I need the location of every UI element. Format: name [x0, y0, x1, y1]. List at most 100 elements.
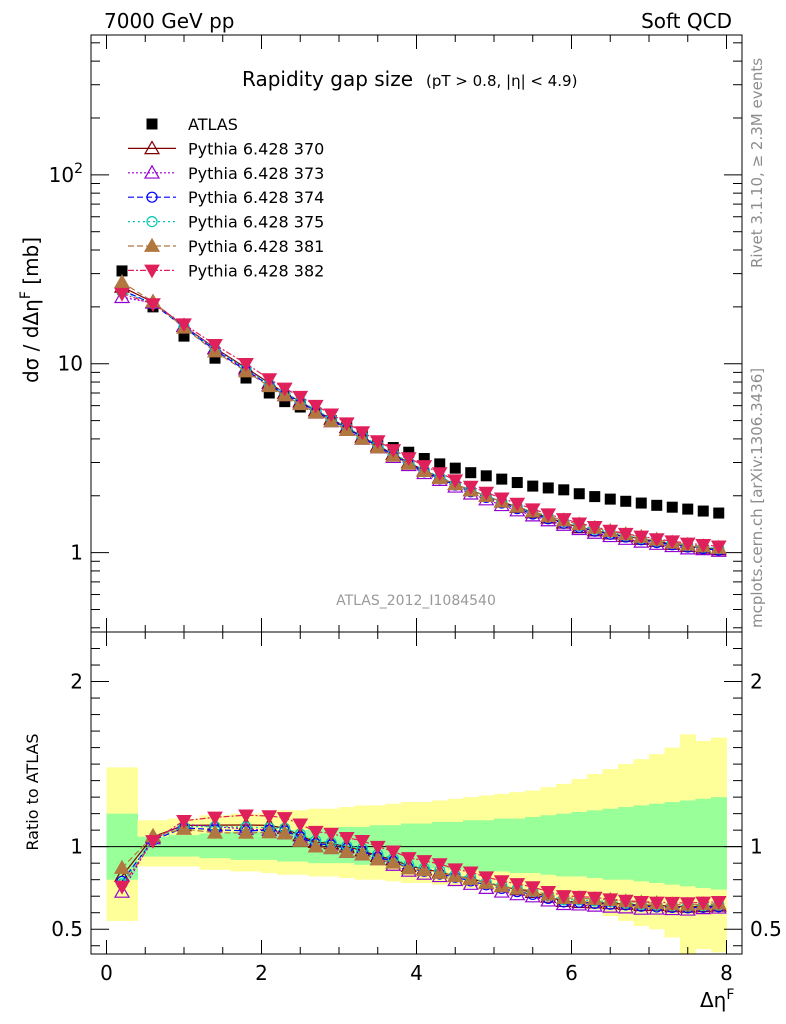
ratio-data-point	[292, 818, 309, 833]
ratio-series-6	[114, 809, 727, 912]
ratio-series-line	[121, 823, 719, 911]
legend-label: Pythia 6.428 370	[188, 139, 324, 158]
data-point	[261, 373, 278, 388]
ratio-data-point	[462, 866, 479, 881]
data-point	[447, 474, 464, 489]
data-point	[462, 480, 479, 495]
x-tick-label: 6	[565, 961, 578, 985]
data-point	[697, 505, 709, 517]
data-point	[400, 452, 417, 466]
ratio-data-point	[238, 809, 254, 824]
series-line	[121, 296, 719, 552]
main-y-tick-label: 102	[49, 161, 83, 187]
ratio-data-point	[400, 860, 417, 875]
series-5	[113, 274, 727, 554]
data-point	[209, 352, 221, 364]
legend-marker	[146, 191, 158, 203]
data-point	[713, 507, 725, 519]
series-line	[121, 291, 719, 550]
band-green	[168, 835, 200, 857]
ratio-data-point	[114, 880, 130, 895]
series-0	[116, 265, 725, 519]
ratio-data-point	[338, 831, 355, 846]
ratio-data-point	[276, 825, 293, 840]
data-point	[263, 387, 275, 399]
data-point	[338, 417, 355, 432]
band-green	[633, 805, 650, 882]
data-point	[633, 530, 650, 545]
data-point	[369, 435, 386, 449]
ratio-data-point	[237, 824, 255, 839]
legend-label: Pythia 6.428 381	[188, 237, 324, 256]
series-3	[116, 284, 725, 556]
ratio-data-point	[602, 893, 619, 908]
ratio-tick-labels: 0.5 0.5 1 1 2 2 0 2 4 6 8	[51, 670, 782, 985]
data-point	[279, 396, 291, 408]
legend-marker	[143, 140, 161, 155]
legend-entry: Pythia 6.428 374	[128, 188, 324, 207]
series-1	[113, 278, 727, 556]
ratio-data-point	[323, 827, 340, 842]
data-point	[496, 473, 508, 485]
data-point	[648, 533, 665, 548]
mcplots-label: mcplots.cern.ch [arXiv:1306.3436]	[748, 368, 766, 628]
header-right: Soft QCD	[641, 9, 732, 33]
ratio-data-point	[276, 812, 293, 826]
data-point	[238, 357, 254, 372]
x-axis-label: ΔηF	[700, 987, 734, 1012]
x-axis-label-base: Δη	[700, 988, 726, 1012]
data-point	[527, 480, 539, 492]
main-y-tick-label-base: 10	[49, 163, 74, 187]
ratio-data-point	[540, 885, 557, 900]
legend-marker	[143, 164, 161, 179]
main-title: Rapidity gap size	[242, 67, 413, 91]
band-green	[680, 800, 696, 887]
data-point	[695, 539, 712, 553]
ratio-data-point	[292, 832, 309, 847]
series-6	[114, 287, 727, 555]
band-green	[649, 803, 665, 883]
legend-entry: Pythia 6.428 382	[128, 261, 324, 280]
data-point	[116, 265, 128, 277]
data-point	[114, 287, 130, 302]
ratio-data-point	[416, 855, 433, 869]
band-green	[602, 808, 619, 880]
x-tick-label: 0	[100, 961, 113, 985]
ratio-data-point	[648, 896, 665, 911]
data-point	[651, 499, 663, 511]
band-green	[587, 810, 603, 879]
data-point	[620, 495, 632, 507]
band-green	[463, 820, 479, 870]
legend-entry: Pythia 6.428 375	[128, 213, 324, 232]
legend: ATLAS Pythia 6.428 370 Pythia 6.428 373 Pyt…	[128, 115, 324, 280]
data-point	[666, 501, 678, 513]
data-point	[710, 540, 727, 555]
ratio-data-point	[695, 896, 712, 911]
ratio-data-point	[261, 810, 278, 825]
main-y-tick-label-exponent: 2	[74, 161, 83, 177]
series-2	[113, 289, 727, 557]
ratio-series-layer	[113, 809, 727, 916]
series-4	[116, 286, 725, 555]
x-tick-label: 8	[720, 961, 733, 985]
data-point	[431, 467, 448, 481]
data-point	[573, 488, 585, 500]
ratio-data-point	[664, 896, 681, 911]
band-green	[540, 815, 557, 875]
ratio-data-point	[145, 835, 161, 849]
ratio-y-tick-label-right: 1	[750, 835, 763, 859]
ratio-data-point	[524, 881, 541, 896]
data-point	[434, 458, 446, 470]
ratio-y-tick-label-right: 0.5	[750, 917, 782, 941]
ratio-data-point	[633, 895, 650, 910]
data-point	[617, 527, 634, 542]
data-point	[511, 477, 523, 489]
data-point	[509, 497, 526, 512]
data-point	[542, 482, 554, 494]
band-green	[447, 821, 464, 870]
data-point	[604, 493, 616, 505]
legend-marker	[143, 237, 161, 252]
band-green	[556, 813, 572, 877]
legend-label: Pythia 6.428 382	[188, 261, 324, 280]
